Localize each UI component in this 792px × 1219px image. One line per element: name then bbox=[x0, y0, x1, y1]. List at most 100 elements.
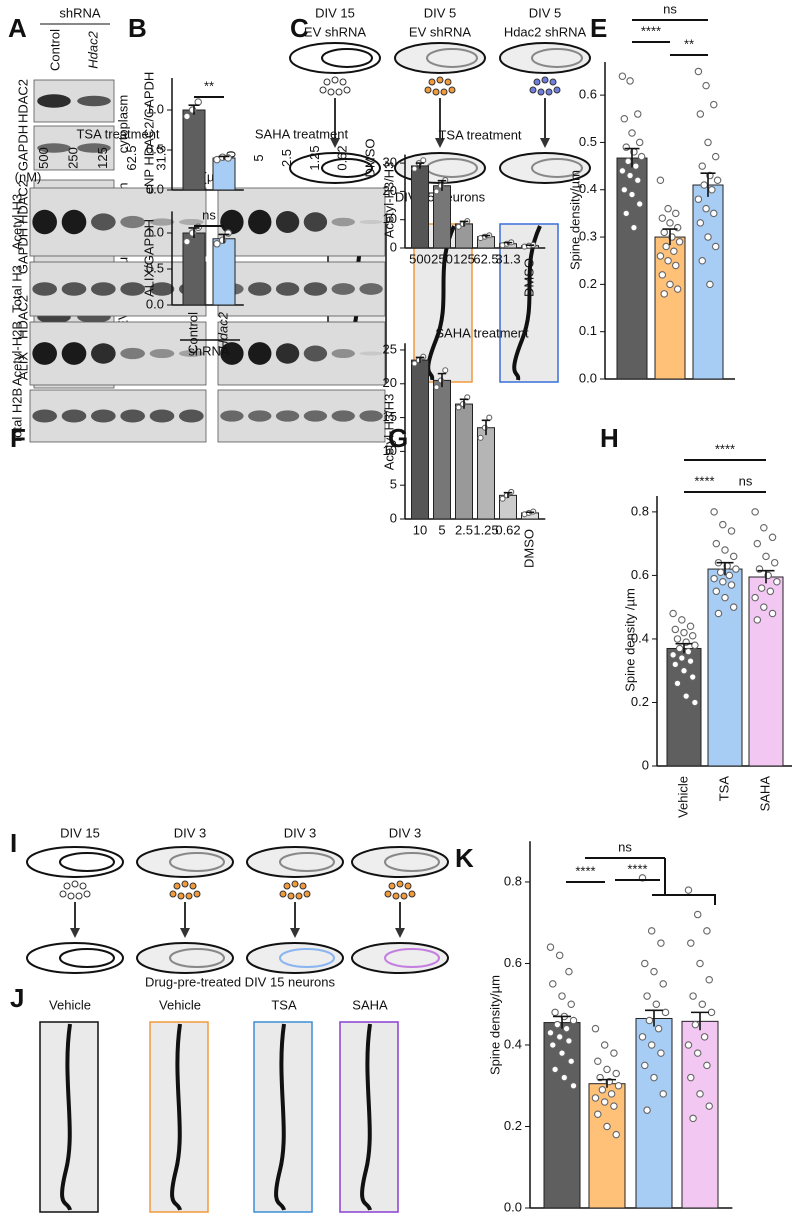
y-tick-label: 0.0 bbox=[579, 370, 597, 385]
vesicle bbox=[541, 76, 549, 84]
y-tick-label: 25 bbox=[383, 341, 397, 356]
data-point bbox=[645, 1016, 654, 1025]
arrow-head bbox=[290, 928, 300, 938]
blot-band bbox=[303, 282, 328, 296]
data-point bbox=[635, 138, 644, 147]
y-axis-label: Acetyl-H3/H3 bbox=[381, 162, 396, 239]
vesicle bbox=[343, 86, 351, 94]
cell bbox=[136, 942, 234, 974]
y-tick-label: 0.8 bbox=[631, 503, 649, 518]
vesicle bbox=[67, 892, 75, 900]
y-tick-label: 0.5 bbox=[579, 134, 597, 149]
blot-header: shRNA bbox=[59, 5, 101, 20]
vesicle bbox=[169, 890, 177, 898]
data-point bbox=[620, 115, 629, 123]
error-bar bbox=[700, 172, 716, 197]
y-tick-label: 0.4 bbox=[631, 630, 649, 645]
data-point bbox=[567, 1057, 575, 1066]
error-bar bbox=[459, 398, 469, 409]
blot-band bbox=[248, 410, 272, 422]
vesicle bbox=[553, 86, 561, 94]
row-label: HDAC2 bbox=[15, 295, 30, 339]
diagram-label: DIV 15 bbox=[315, 5, 355, 20]
nucleus bbox=[279, 852, 335, 872]
lane-label: 2.5 bbox=[279, 149, 294, 167]
data-point bbox=[455, 404, 462, 411]
data-point bbox=[689, 1114, 697, 1123]
y-tick-label: 20 bbox=[383, 183, 397, 198]
data-point bbox=[650, 1073, 658, 1082]
blot bbox=[217, 187, 386, 257]
row-label: HDAC2 bbox=[15, 180, 30, 224]
blot-band bbox=[331, 217, 355, 227]
y-tick-label: 0 bbox=[390, 239, 397, 254]
chart-title: TSA treatment bbox=[438, 127, 521, 142]
data-point bbox=[687, 939, 695, 947]
data-point bbox=[626, 171, 634, 180]
bar bbox=[455, 403, 473, 520]
bar bbox=[681, 1020, 719, 1209]
data-point bbox=[691, 698, 699, 707]
nucleus bbox=[384, 852, 440, 872]
sig-label: **** bbox=[715, 441, 735, 456]
arrow-head bbox=[180, 928, 190, 938]
error-bar bbox=[437, 179, 447, 191]
blot-band bbox=[120, 347, 145, 360]
blot-band bbox=[77, 143, 111, 153]
data-point bbox=[672, 209, 680, 218]
panel-letter: A bbox=[8, 13, 27, 43]
image-label: SAHA bbox=[352, 997, 388, 1012]
vesicle bbox=[71, 880, 79, 888]
bar bbox=[635, 1017, 673, 1209]
nucleus bbox=[59, 948, 115, 968]
blot-band bbox=[220, 209, 244, 235]
blot-band bbox=[179, 350, 204, 357]
vesicle bbox=[448, 86, 456, 94]
row-label: Acetyl-H2B bbox=[9, 321, 24, 386]
sig-label: ns bbox=[618, 839, 632, 854]
data-point bbox=[477, 434, 484, 441]
data-point bbox=[670, 247, 678, 256]
data-point bbox=[569, 1081, 578, 1090]
arrow-head bbox=[540, 138, 550, 148]
y-tick-label: 0.8 bbox=[504, 873, 522, 888]
vesicle bbox=[63, 882, 71, 890]
y-tick-label: 0.2 bbox=[504, 1118, 522, 1133]
blot-band bbox=[359, 410, 383, 422]
cell bbox=[26, 942, 124, 974]
cell bbox=[394, 42, 486, 74]
lane-label: 0.62 bbox=[335, 145, 350, 170]
vesicle bbox=[295, 892, 303, 900]
data-point bbox=[628, 129, 636, 137]
sig-label: ns bbox=[739, 473, 753, 488]
nucleus bbox=[279, 948, 335, 968]
data-point bbox=[660, 290, 668, 298]
vesicle bbox=[529, 86, 537, 94]
data-point bbox=[486, 414, 493, 421]
data-point bbox=[626, 77, 634, 85]
row-label: GAPDH bbox=[15, 228, 30, 274]
panel-letter: C bbox=[290, 13, 309, 43]
data-point bbox=[696, 219, 705, 227]
row-label: ALIX bbox=[15, 352, 30, 381]
vesicle bbox=[83, 890, 91, 898]
y-tick-label: 10 bbox=[383, 443, 397, 458]
data-point bbox=[632, 162, 640, 170]
data-point bbox=[710, 508, 718, 516]
data-point bbox=[612, 1130, 620, 1139]
data-point bbox=[656, 252, 665, 260]
diagram-label: DIV 15 bbox=[60, 825, 100, 840]
vesicle bbox=[75, 892, 83, 900]
error-bar bbox=[525, 244, 535, 247]
row-label: Acetyl-H3 bbox=[9, 194, 24, 250]
vesicle bbox=[436, 76, 444, 84]
vesicle bbox=[279, 890, 287, 898]
nucleus bbox=[169, 852, 225, 872]
data-point bbox=[688, 632, 697, 640]
vesicle bbox=[537, 88, 545, 96]
data-point bbox=[725, 571, 734, 580]
blot-band bbox=[220, 342, 244, 365]
blot-band bbox=[149, 282, 175, 296]
data-point bbox=[558, 1049, 566, 1057]
data-point bbox=[603, 1065, 611, 1074]
